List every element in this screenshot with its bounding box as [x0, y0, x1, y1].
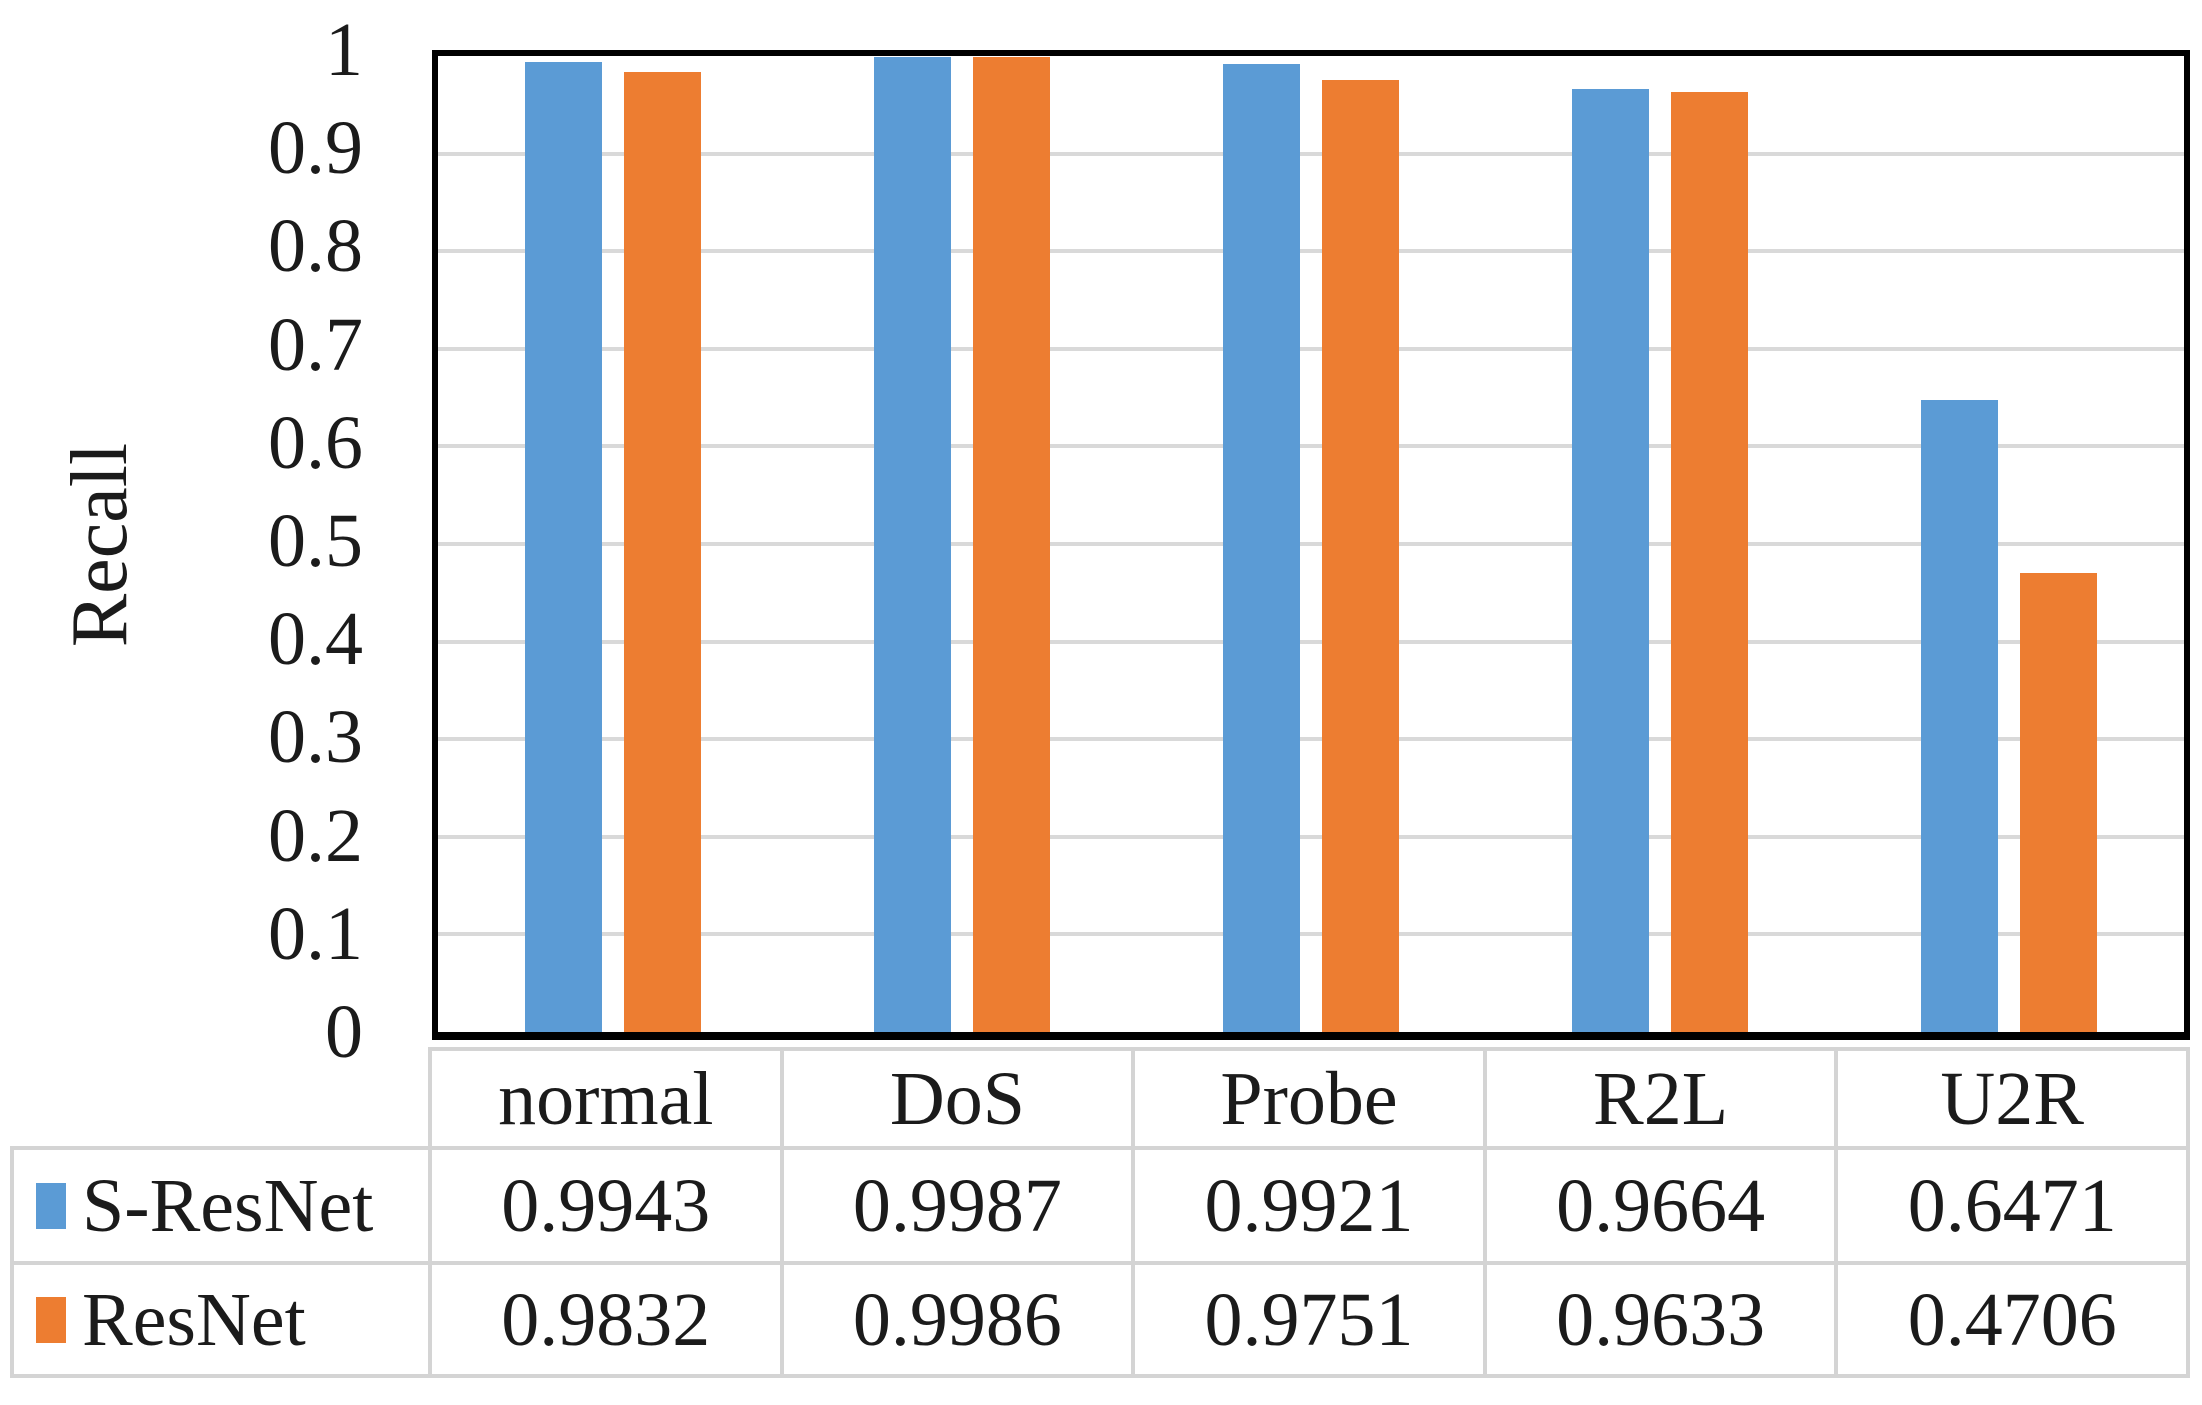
y-tick-0-1: 0.1 [268, 891, 363, 976]
legend-label-resnet: ResNet [82, 1277, 306, 1362]
bar-resnet-dos [972, 57, 1050, 1032]
legend-swatch-resnet [36, 1296, 66, 1343]
gridline-0-1 [438, 932, 2184, 937]
bar-s-resnet-u2r [1921, 400, 1999, 1032]
gridline-0-5 [438, 542, 2184, 546]
bar-resnet-normal [623, 72, 701, 1032]
gridline-0-8 [438, 249, 2184, 254]
legend-cell-s-resnet: S-ResNet [10, 1150, 432, 1265]
value-resnet-u2r: 0.4706 [1838, 1265, 2190, 1378]
gridline-0-4 [438, 639, 2184, 644]
column-header-u2r: U2R [1838, 1047, 2190, 1150]
y-tick-0-6: 0.6 [268, 400, 363, 485]
y-tick-0-3: 0.3 [268, 695, 363, 780]
bar-s-resnet-normal [524, 61, 602, 1032]
y-tick-0-7: 0.7 [268, 302, 363, 387]
column-header-r2l: R2L [1486, 1047, 1839, 1150]
table-corner-cell [10, 1047, 432, 1150]
bar-group-r2l [1486, 56, 1835, 1032]
bar-s-resnet-probe [1223, 63, 1300, 1032]
value-resnet-probe: 0.9751 [1135, 1265, 1487, 1378]
bar-series-layer [438, 56, 2184, 1032]
gridline-0-7 [438, 346, 2184, 351]
plot-area [432, 50, 2190, 1040]
value-s-resnet-dos: 0.9987 [783, 1150, 1136, 1265]
y-tick-0-2: 0.2 [268, 793, 363, 878]
value-resnet-normal: 0.9832 [432, 1265, 784, 1378]
bar-group-probe [1136, 56, 1485, 1032]
gridline-0-2 [438, 834, 2184, 839]
bar-resnet-r2l [1671, 91, 1749, 1032]
value-resnet-r2l: 0.9633 [1486, 1265, 1839, 1378]
value-resnet-dos: 0.9986 [783, 1265, 1136, 1378]
gridline-0-6 [438, 444, 2184, 449]
value-s-resnet-r2l: 0.9664 [1486, 1150, 1839, 1265]
y-tick-0: 0 [325, 990, 363, 1074]
column-header-normal: normal [432, 1047, 784, 1150]
y-axis-tick-labels: 1 0.9 0.8 0.7 0.6 0.5 0.4 0.3 0.2 0.1 0 [0, 12, 363, 1070]
value-s-resnet-probe: 0.9921 [1135, 1150, 1487, 1265]
legend-cell-resnet: ResNet [10, 1265, 432, 1378]
y-tick-0-8: 0.8 [268, 204, 363, 289]
column-header-probe: Probe [1135, 1047, 1487, 1150]
column-header-dos: DoS [783, 1047, 1136, 1150]
gridline-0-9 [438, 151, 2184, 156]
bar-group-normal [438, 56, 787, 1032]
bar-group-u2r [1835, 56, 2184, 1032]
value-s-resnet-normal: 0.9943 [432, 1150, 784, 1265]
bar-resnet-u2r [2020, 572, 2098, 1032]
y-tick-0-4: 0.4 [268, 597, 363, 682]
y-tick-0-9: 0.9 [268, 106, 363, 191]
y-tick-0-5: 0.5 [268, 499, 363, 583]
legend-label-s-resnet: S-ResNet [82, 1163, 374, 1248]
gridlines [438, 56, 2184, 1032]
bar-s-resnet-dos [873, 57, 951, 1032]
gridline-0-3 [438, 737, 2184, 742]
bar-group-dos [787, 56, 1136, 1032]
bar-s-resnet-r2l [1572, 88, 1650, 1032]
bar-resnet-probe [1322, 80, 1399, 1032]
y-tick-1: 1 [325, 8, 363, 92]
legend-swatch-s-resnet [36, 1182, 66, 1229]
data-table: normal DoS Probe R2L U2R S-ResNet 0.9943 0.9987… [10, 1047, 2190, 1378]
value-s-resnet-u2r: 0.6471 [1838, 1150, 2190, 1265]
